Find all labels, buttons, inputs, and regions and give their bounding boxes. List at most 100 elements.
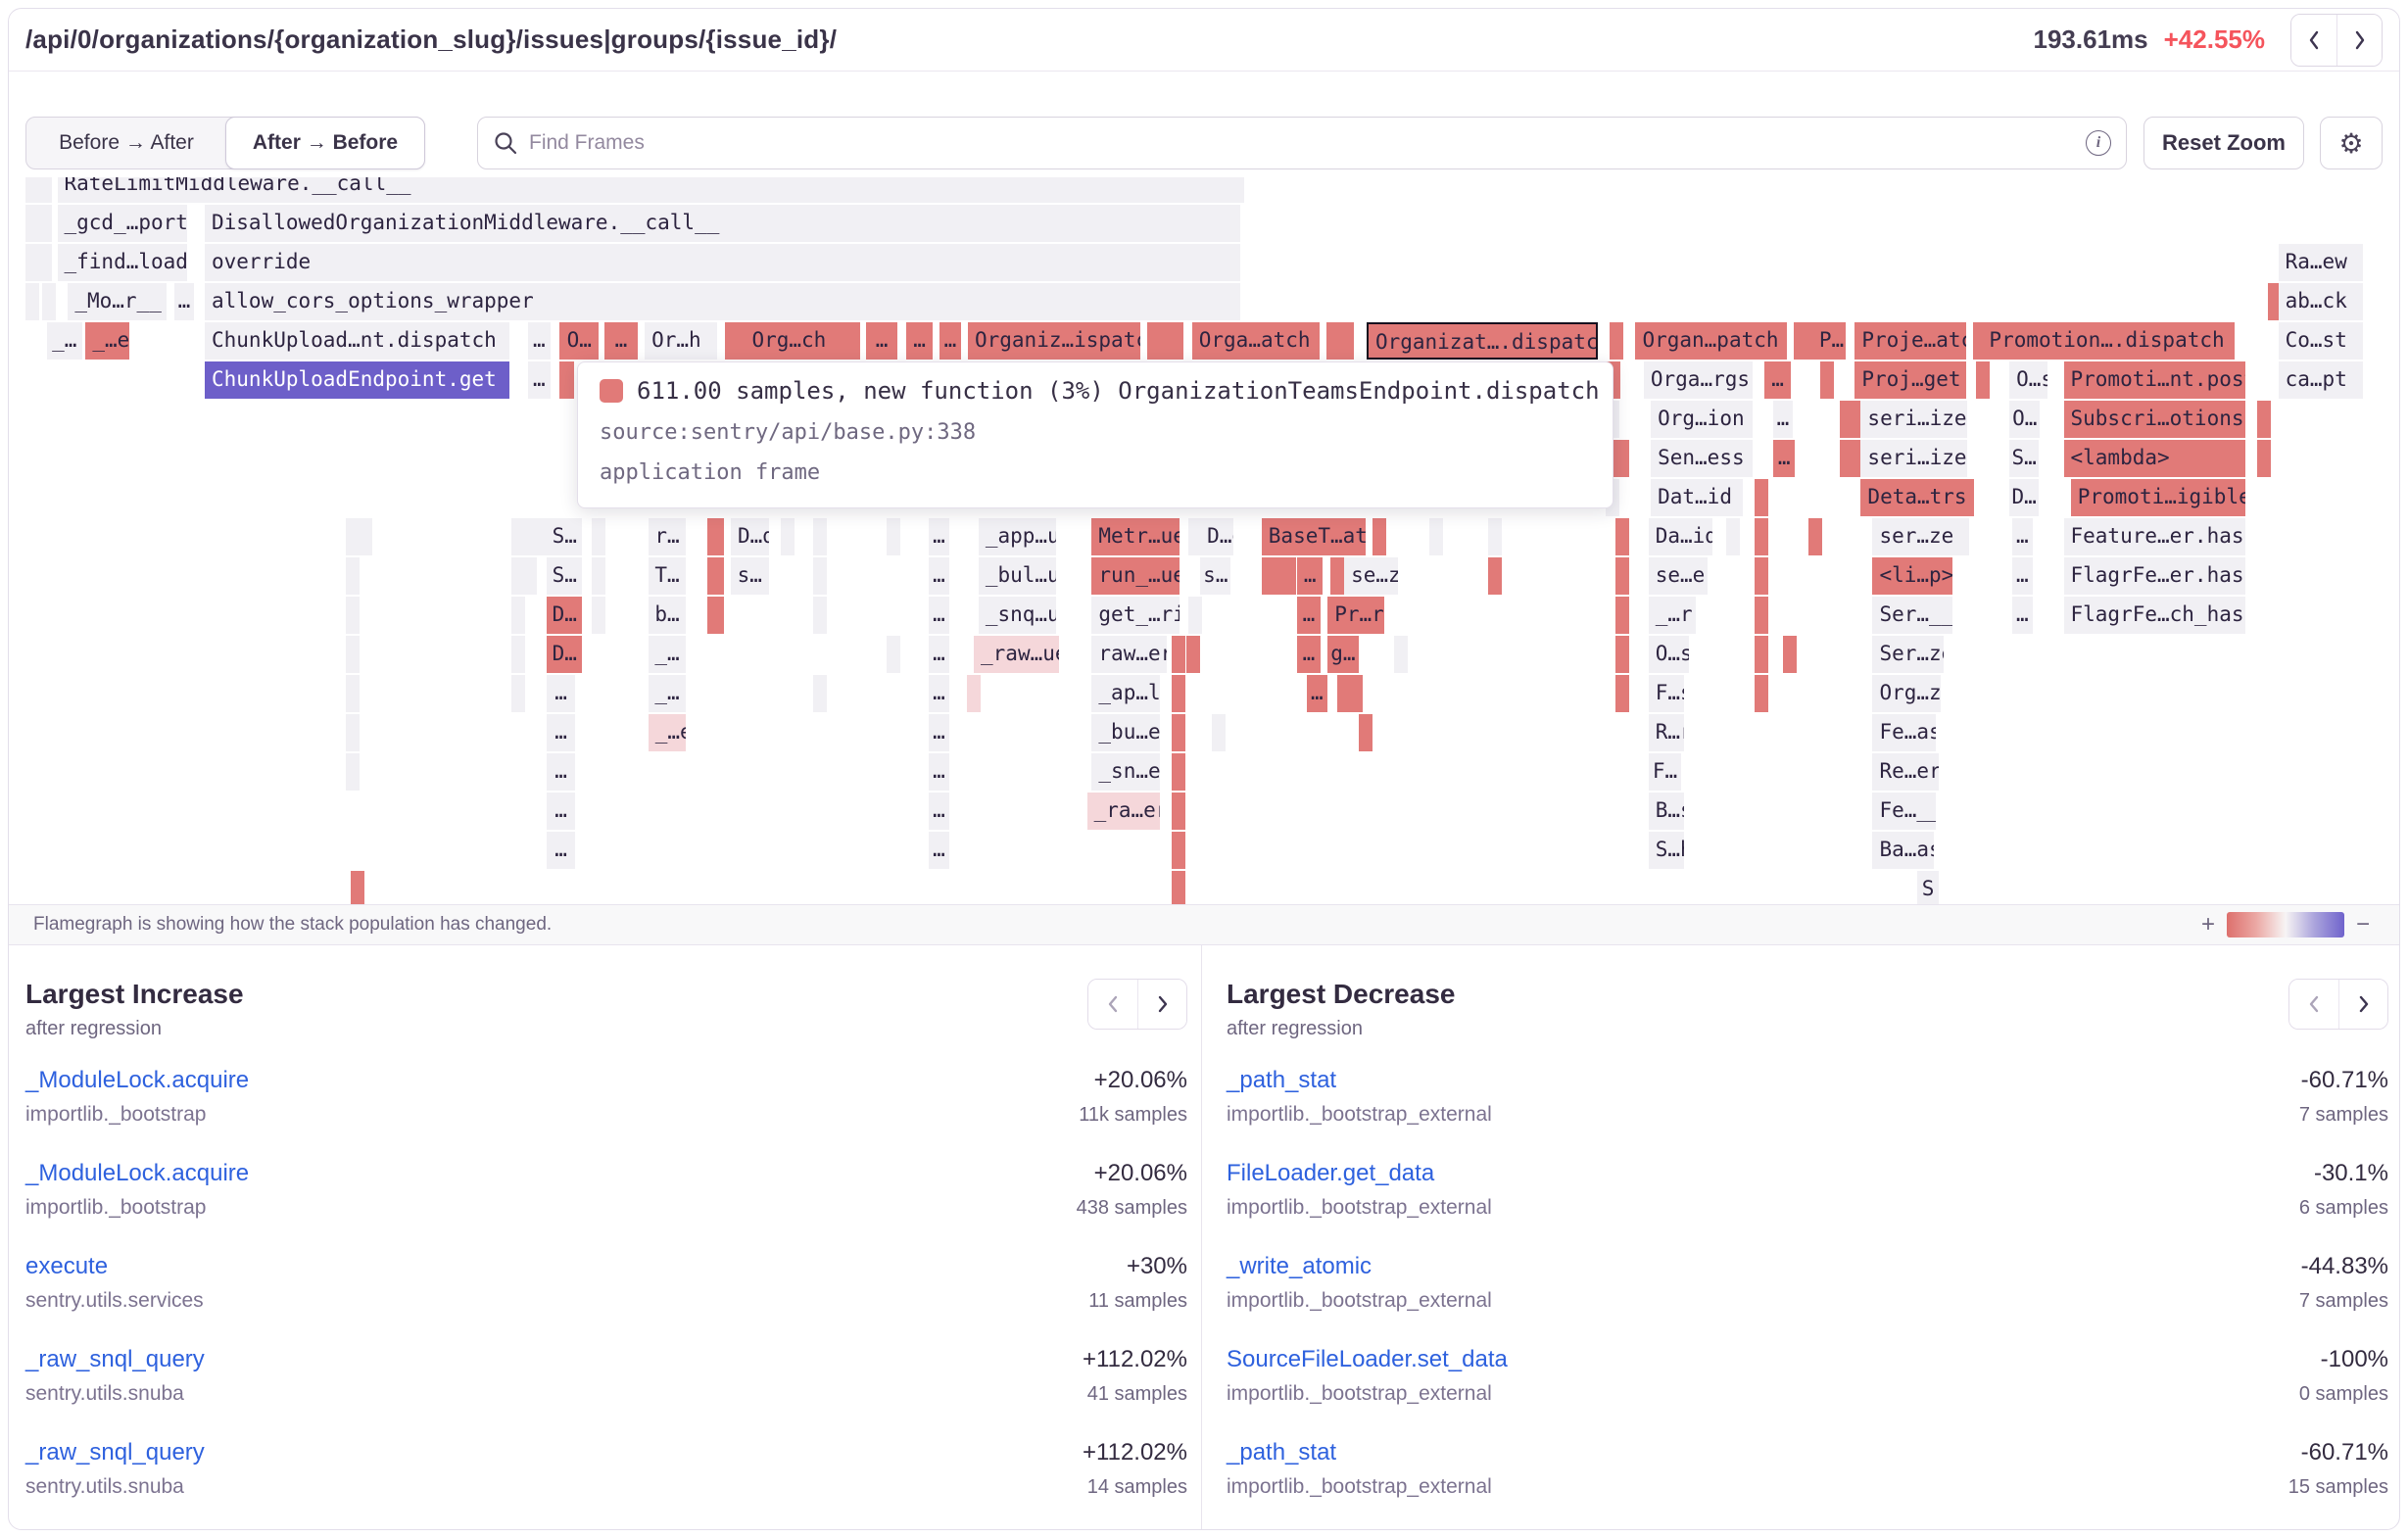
flame-frame[interactable] [591, 597, 605, 634]
flame-frame[interactable]: se…er [1648, 557, 1708, 595]
flame-frame[interactable] [1326, 322, 1340, 360]
flame-frame[interactable]: F… [1648, 753, 1682, 791]
flame-frame[interactable]: … [929, 753, 949, 791]
flame-frame[interactable] [813, 557, 828, 595]
flame-frame[interactable] [1172, 832, 1186, 869]
flame-frame[interactable] [966, 675, 981, 712]
increase-prev-button[interactable] [1088, 980, 1137, 1029]
flame-frame[interactable]: T… [648, 557, 687, 595]
flame-frame[interactable]: … [1306, 675, 1328, 712]
flame-frame[interactable] [1782, 636, 1797, 673]
flame-frame[interactable] [1172, 636, 1186, 673]
flame-frame[interactable] [1329, 557, 1344, 595]
flame-frame[interactable] [511, 597, 526, 634]
flame-frame[interactable]: Ser…__ [1872, 597, 1953, 634]
flame-frame[interactable]: _snq…uery [978, 597, 1057, 634]
flame-frame[interactable] [1169, 322, 1183, 360]
flame-frame[interactable]: s… [730, 557, 769, 595]
flame-frame[interactable]: … [1296, 557, 1324, 595]
flame-frame[interactable] [1185, 636, 1200, 673]
flame-frame[interactable]: … [2011, 557, 2034, 595]
flame-frame[interactable] [38, 177, 53, 203]
flame-frame[interactable] [591, 518, 605, 555]
flame-frame[interactable]: r… [648, 518, 687, 555]
flame-frame[interactable] [1348, 675, 1363, 712]
flame-frame[interactable] [25, 244, 39, 281]
flame-frame[interactable]: O… [559, 322, 600, 360]
flame-frame[interactable]: Orga…rgs [1643, 361, 1753, 399]
flame-frame[interactable] [511, 675, 526, 712]
flame-frame[interactable] [1726, 518, 1741, 555]
flame-frame[interactable] [351, 871, 365, 904]
flame-frame[interactable] [346, 753, 361, 791]
flame-frame[interactable]: Promoti…nt.post [2063, 361, 2245, 399]
function-link[interactable]: SourceFileLoader.set_data [1227, 1346, 1508, 1372]
flame-frame[interactable] [1487, 518, 1502, 555]
flame-frame[interactable]: … [547, 714, 576, 751]
flame-frame[interactable] [1172, 871, 1186, 904]
flame-frame[interactable]: D…d [1200, 518, 1233, 555]
flame-frame[interactable]: S… [547, 518, 583, 555]
flame-frame[interactable] [511, 636, 526, 673]
flame-frame[interactable] [1614, 675, 1629, 712]
flame-frame[interactable]: _…e [85, 322, 129, 360]
flame-frame[interactable]: Fe…as [1872, 714, 1937, 751]
flame-frame[interactable]: Org…ion [1651, 401, 1753, 438]
flame-frame[interactable] [1188, 518, 1203, 555]
prev-transaction-button[interactable] [2291, 14, 2336, 66]
flame-frame[interactable] [1793, 322, 1807, 360]
flame-frame[interactable]: ChunkUploadEndpoint.get [205, 361, 509, 399]
increase-next-button[interactable] [1137, 980, 1186, 1029]
flame-frame[interactable]: … [929, 597, 949, 634]
flame-frame[interactable] [886, 518, 900, 555]
flame-frame[interactable] [1340, 322, 1355, 360]
flame-frame[interactable]: … [1773, 401, 1793, 438]
info-icon[interactable]: i [2086, 130, 2111, 156]
flame-frame[interactable]: Organiz…ispatch [967, 322, 1140, 360]
flame-frame[interactable]: g… [1327, 636, 1359, 673]
flame-frame[interactable] [591, 557, 605, 595]
flame-frame[interactable]: se…ze [1344, 557, 1399, 595]
flame-frame[interactable]: … [527, 361, 551, 399]
flame-frame[interactable]: S… [2009, 440, 2040, 477]
flame-frame[interactable] [1188, 597, 1203, 634]
flame-frame[interactable] [886, 636, 900, 673]
flame-frame[interactable]: _bul…uery [978, 557, 1057, 595]
flame-frame[interactable] [346, 675, 361, 712]
flame-frame[interactable] [1805, 322, 1819, 360]
flame-frame[interactable]: … [929, 557, 949, 595]
flame-frame[interactable] [706, 518, 724, 555]
flame-frame[interactable]: … [547, 832, 576, 869]
flame-frame[interactable] [813, 597, 828, 634]
flame-frame[interactable]: _…e [648, 714, 687, 751]
flame-frame[interactable] [2267, 283, 2282, 320]
function-link[interactable]: _path_stat [1227, 1439, 1337, 1466]
flame-frame[interactable]: Da…id [1648, 518, 1712, 555]
flame-frame[interactable] [1614, 518, 1629, 555]
flame-frame[interactable] [1614, 636, 1629, 673]
flame-frame[interactable]: D… [547, 597, 583, 634]
flame-frame[interactable]: … [547, 793, 576, 830]
decrease-prev-button[interactable] [2289, 980, 2338, 1029]
flame-frame[interactable] [1976, 361, 1991, 399]
flame-frame[interactable]: ca…pt [2278, 361, 2364, 399]
flame-frame[interactable]: _app…ults [978, 518, 1057, 555]
next-transaction-button[interactable] [2336, 14, 2382, 66]
flame-frame[interactable]: O…s [1648, 636, 1689, 673]
flame-frame[interactable] [1172, 675, 1186, 712]
flame-frame[interactable] [1261, 557, 1276, 595]
flame-frame[interactable]: D…d [730, 518, 769, 555]
flame-frame[interactable] [1614, 440, 1629, 477]
flame-frame[interactable] [706, 597, 724, 634]
function-link[interactable]: _ModuleLock.acquire [25, 1160, 250, 1186]
flame-frame[interactable]: Or…h [645, 322, 717, 360]
flame-frame[interactable]: FlagrFe…ch_has [2063, 597, 2245, 634]
flame-frame[interactable] [813, 518, 828, 555]
flame-frame[interactable]: Co…st [2278, 322, 2364, 360]
flame-frame[interactable] [1147, 322, 1161, 360]
decrease-next-button[interactable] [2338, 980, 2387, 1029]
function-link[interactable]: _raw_snql_query [25, 1439, 205, 1466]
flame-frame[interactable] [1172, 714, 1186, 751]
function-link[interactable]: _write_atomic [1227, 1253, 1373, 1279]
flame-frame[interactable]: S [1917, 871, 1939, 904]
